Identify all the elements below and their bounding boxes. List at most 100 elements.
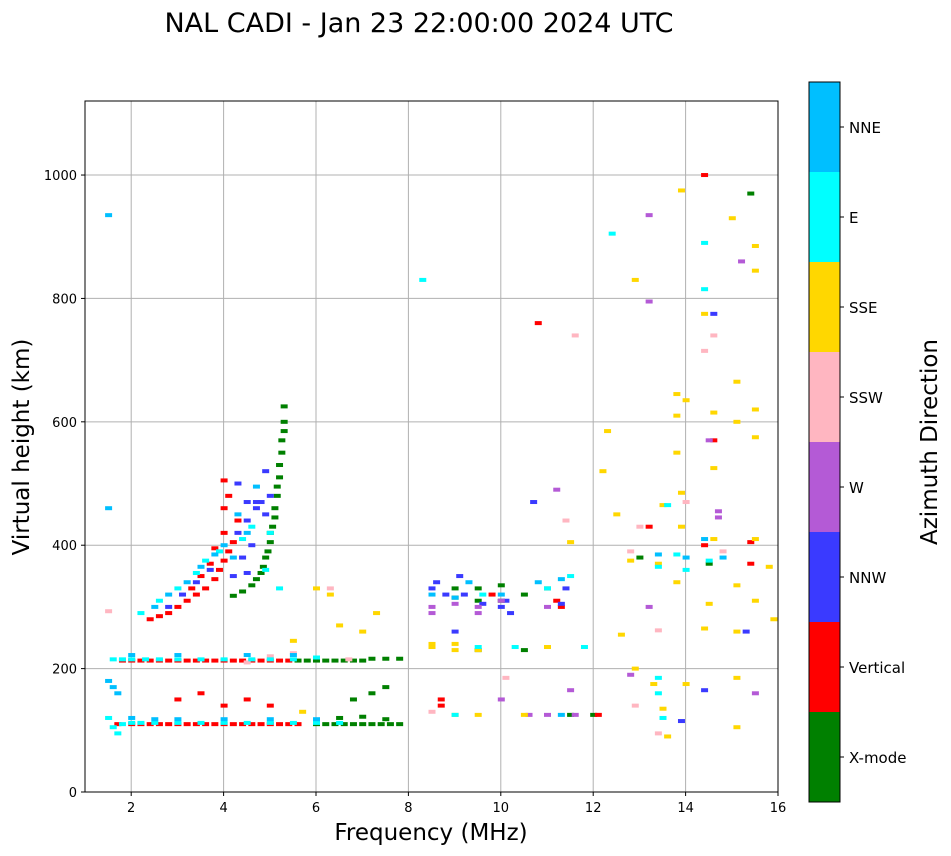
echo-mark [257,658,265,663]
echo-mark [451,712,459,717]
echo-mark [165,611,173,616]
echo-mark [229,658,237,663]
echo-mark [562,518,570,523]
colorbar-swatch [809,352,840,442]
echo-mark [451,595,459,600]
echo-mark [313,720,320,725]
echo-mark [710,537,718,542]
colorbar-tick-label: E [849,209,858,227]
echo-mark [604,429,612,434]
echo-mark [636,555,644,560]
colorbar-tick-label: Vertical [849,659,905,677]
colorbar-swatch [809,712,840,802]
echo-mark [627,558,635,563]
colorbar-swatch [809,172,840,262]
echo-mark [705,558,713,563]
echo-mark [654,628,662,633]
echo-mark [313,586,320,591]
echo-mark [520,648,528,653]
echo-mark [220,506,228,511]
echo-mark [497,583,505,588]
echo-mark [248,583,256,588]
echo-mark [128,657,136,662]
echo-mark [631,277,639,282]
y-tick-label: 0 [69,786,77,801]
echo-mark [252,484,260,489]
echo-mark [747,191,755,196]
echo-mark [165,722,173,727]
echo-mark [442,592,450,597]
echo-mark [433,580,441,585]
echo-mark [118,722,126,727]
echo-mark [650,682,658,687]
echo-mark [599,469,607,474]
echo-mark [747,561,755,566]
echo-mark [109,725,117,730]
echo-mark [659,715,667,720]
echo-mark [151,720,159,725]
echo-mark [677,490,685,495]
echo-mark [673,413,681,418]
echo-mark [220,530,228,535]
echo-mark [243,500,251,505]
echo-mark [234,518,242,523]
echo-mark [137,611,145,616]
echo-mark [594,712,602,717]
echo-mark [192,592,200,597]
colorbar-label: Azimuth Direction [917,339,943,545]
echo-mark [368,722,376,727]
echo-mark [183,722,191,727]
echo-mark [456,574,464,579]
y-axis-label: Virtual height (km) [9,339,35,556]
echo-mark [183,658,191,663]
echo-mark [701,311,709,316]
echo-mark [645,524,653,529]
echo-mark [710,438,718,443]
echo-mark [239,537,247,542]
echo-mark [368,656,376,661]
echo-mark [534,580,542,585]
echo-mark [428,641,436,646]
echo-mark [220,703,228,708]
echo-mark [544,645,551,650]
echo-mark [654,561,662,566]
series-w [428,213,759,717]
echo-mark [137,720,145,725]
echo-mark [331,722,339,727]
echo-mark [313,717,320,722]
echo-mark [673,580,681,585]
echo-mark [677,719,685,724]
echo-mark [243,570,251,575]
x-tick-label: 6 [312,801,320,816]
echo-mark [243,720,251,725]
echo-mark [262,567,270,572]
echo-mark [553,487,561,492]
echo-mark [488,592,496,597]
echo-mark [280,429,288,434]
echo-mark [377,722,385,727]
echo-mark [269,524,277,529]
colorbar-tick-label: SSW [849,389,883,407]
echo-mark [326,592,334,597]
echo-mark [567,712,575,717]
echo-mark [225,493,233,498]
plot-background [85,101,778,792]
echo-mark [728,216,736,221]
echo-mark [211,658,219,663]
echo-mark [733,725,741,730]
echo-mark [229,555,237,560]
echo-mark [280,404,288,409]
echo-mark [137,658,145,663]
echo-mark [179,592,187,597]
echo-mark [502,675,510,680]
echo-mark [289,720,297,725]
echo-mark [294,722,302,727]
x-tick-label: 16 [770,801,787,816]
echo-mark [765,564,773,569]
echo-mark [733,629,741,634]
echo-mark [229,574,237,579]
echo-mark [451,641,459,646]
colorbar-tick-label: SSE [849,299,878,317]
echo-mark [229,540,237,545]
echo-mark [266,530,274,535]
